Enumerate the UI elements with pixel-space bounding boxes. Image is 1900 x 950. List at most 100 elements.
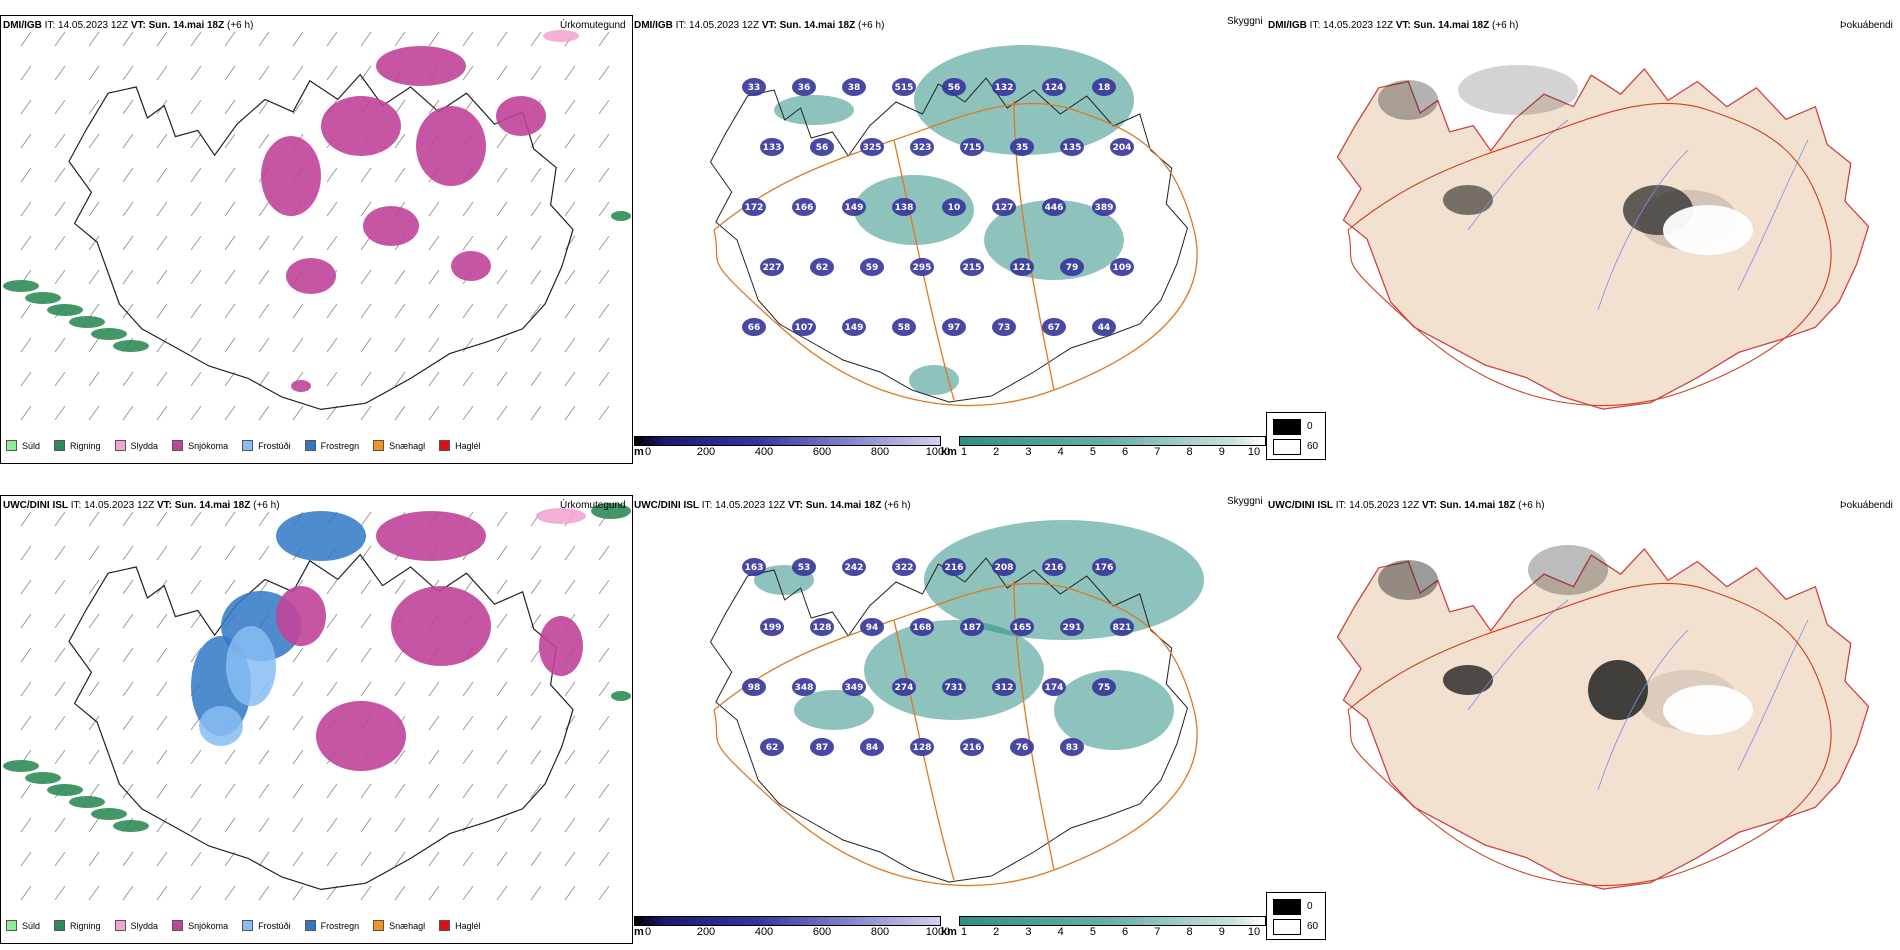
- wind-barb: [360, 579, 372, 595]
- wind-barb: [88, 303, 100, 319]
- wind-barb: [122, 269, 134, 285]
- wind-barb: [190, 405, 202, 421]
- wind-barb: [224, 303, 236, 319]
- vis-value-label: 62: [816, 263, 829, 273]
- vis-low-marker: [910, 138, 934, 156]
- wind-barb: [122, 715, 134, 731]
- wind-barb: [54, 885, 66, 901]
- vis-low-marker: [892, 198, 916, 216]
- wind-barb: [122, 511, 134, 527]
- wind-barb: [88, 715, 100, 731]
- tick-kilometers: 9: [1218, 446, 1225, 458]
- wind-barb: [462, 851, 474, 867]
- vis-value-label: 36: [798, 83, 811, 93]
- wind-barb: [564, 715, 576, 731]
- vis-low-marker: [1092, 198, 1116, 216]
- wind-barb: [428, 201, 440, 217]
- wind-barb: [428, 303, 440, 319]
- wind-barb: [394, 885, 406, 901]
- interior-road: [1013, 99, 1055, 391]
- visibility-map-row2: 163 53 242 322 216 208 216 176 199 128 94 168 187 165…: [709, 520, 1204, 887]
- wind-barb: [88, 99, 100, 115]
- vis-value-label: 216: [1045, 563, 1064, 573]
- wind-barb: [20, 65, 32, 81]
- wind-barb: [326, 371, 338, 387]
- vis-low-marker: [1092, 678, 1116, 696]
- wind-barb: [20, 851, 32, 867]
- tick-meters: 1000: [925, 446, 951, 458]
- wind-barb: [496, 613, 508, 629]
- vis-value-label: 84: [866, 743, 879, 753]
- vis-low-marker: [1060, 618, 1084, 636]
- wind-barb: [224, 545, 236, 561]
- vis-value-label: 216: [963, 743, 982, 753]
- vis-low-marker: [860, 138, 884, 156]
- wind-barb: [530, 405, 542, 421]
- rain-area: [91, 808, 127, 820]
- rain-area: [25, 292, 61, 304]
- wind-barb: [360, 783, 372, 799]
- vis-value-label: 242: [845, 563, 864, 573]
- legend-rigning: Rigning: [54, 440, 101, 451]
- wind-barb: [530, 235, 542, 251]
- wind-barb: [292, 783, 304, 799]
- wind-barb: [122, 133, 134, 149]
- wind-barb: [564, 851, 576, 867]
- wind-barb: [496, 269, 508, 285]
- vis-value-label: 168: [913, 623, 932, 633]
- wind-barb: [394, 371, 406, 387]
- wind-barb: [122, 885, 134, 901]
- wind-barb: [292, 65, 304, 81]
- vis-low-marker: [860, 618, 884, 636]
- wind-barb: [598, 269, 610, 285]
- tick-kilometers: 7: [1154, 926, 1161, 938]
- vis-value-label: 199: [763, 623, 782, 633]
- wind-barb: [88, 817, 100, 833]
- wind-barb: [394, 681, 406, 697]
- sleet-area: [543, 30, 579, 42]
- wind-barb: [190, 133, 202, 149]
- vis-value-label: 128: [813, 623, 832, 633]
- wind-barb: [20, 201, 32, 217]
- wind-barb: [496, 31, 508, 47]
- vis-low-marker: [760, 618, 784, 636]
- wind-barb: [122, 201, 134, 217]
- vis-low-marker: [992, 78, 1016, 96]
- roads: [1347, 582, 1832, 887]
- wind-barb: [496, 405, 508, 421]
- wind-barb: [156, 613, 168, 629]
- wind-barb: [360, 303, 372, 319]
- vis-low-marker: [842, 318, 866, 336]
- wind-barb: [156, 201, 168, 217]
- wind-barb: [530, 885, 542, 901]
- wind-barb: [292, 681, 304, 697]
- wind-barb: [462, 681, 474, 697]
- legend-frostudi: Frostúði: [242, 440, 291, 451]
- snow-area: [316, 701, 406, 771]
- wind-barb: [360, 613, 372, 629]
- wind-barb: [54, 371, 66, 387]
- fog-area: [1443, 185, 1493, 215]
- wind-barb: [462, 201, 474, 217]
- wind-barb: [258, 133, 270, 149]
- wind-barb: [428, 885, 440, 901]
- wind-barb: [428, 783, 440, 799]
- freezing-rain-area: [276, 511, 366, 561]
- wind-barb: [598, 715, 610, 731]
- wind-barb: [190, 303, 202, 319]
- vis-value-label: 56: [948, 83, 961, 93]
- vis-value-label: 138: [895, 203, 914, 213]
- wind-barb: [326, 579, 338, 595]
- wind-barb: [258, 783, 270, 799]
- wind-barb: [88, 167, 100, 183]
- vis-value-label: 97: [948, 323, 961, 333]
- wind-barb: [190, 31, 202, 47]
- wind-barb: [462, 337, 474, 353]
- wind-barb: [326, 613, 338, 629]
- wind-barb: [54, 337, 66, 353]
- wind-barb: [462, 235, 474, 251]
- wind-barb: [54, 715, 66, 731]
- wind-barb: [394, 337, 406, 353]
- interior-road: [1013, 579, 1055, 871]
- wind-barb: [598, 371, 610, 387]
